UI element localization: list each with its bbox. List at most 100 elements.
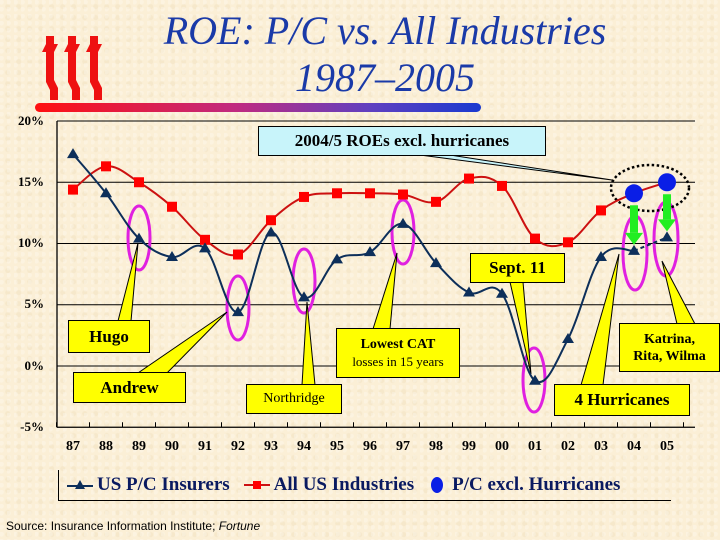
x-tick-label: 94 — [297, 439, 311, 454]
x-tick-label: 95 — [330, 439, 344, 454]
legend-item-all-industries: All US Industries — [243, 474, 415, 496]
ellipse-lowest-cat — [390, 198, 416, 266]
marker-triangle — [529, 374, 541, 385]
marker-circle-excl-hurricanes — [658, 173, 676, 192]
x-tick-label: 89 — [132, 439, 146, 454]
slide-title-line1: ROE: P/C vs. All Industries — [163, 8, 607, 53]
marker-triangle — [397, 217, 409, 228]
marker-square — [497, 180, 507, 191]
marker-triangle — [331, 253, 343, 264]
marker-square — [68, 184, 78, 195]
marker-square — [464, 173, 474, 184]
callout-andrew: Andrew — [73, 372, 186, 403]
source-publication: Fortune — [218, 519, 261, 533]
x-tick-label: 87 — [66, 439, 80, 454]
legend-label: US P/C Insurers — [97, 474, 230, 495]
marker-triangle — [67, 148, 79, 159]
y-tick-label: 5% — [24, 296, 45, 311]
x-tick-label: 96 — [363, 439, 377, 454]
marker-triangle — [298, 291, 310, 302]
marker-triangle — [100, 187, 112, 198]
callout-4-hurricanes: 4 Hurricanes — [554, 384, 690, 416]
marker-square — [530, 233, 540, 244]
down-arrow-icon — [625, 232, 643, 245]
x-tick-label: 02 — [561, 439, 575, 454]
marker-square — [101, 161, 111, 172]
pointer-katrina — [661, 260, 696, 325]
y-tick-label: 10% — [18, 235, 44, 250]
marker-square — [398, 189, 408, 200]
down-arrow-shaft — [663, 194, 671, 220]
x-tick-label: 03 — [594, 439, 608, 454]
source-note: Source: Insurance Information Institute;… — [6, 519, 260, 533]
x-tick-label: 99 — [462, 439, 476, 454]
marker-triangle — [661, 231, 673, 242]
down-arrow-icon — [658, 219, 676, 232]
marker-circle-excl-hurricanes — [625, 184, 643, 203]
x-tick-label: 04 — [627, 439, 641, 454]
x-tick-label: 93 — [264, 439, 278, 454]
marker-square — [431, 196, 441, 207]
pointer-andrew — [136, 311, 228, 374]
x-tick-label: 97 — [396, 439, 410, 454]
marker-triangle — [166, 250, 178, 261]
marker-square — [365, 188, 375, 199]
x-tick-label: 91 — [198, 439, 212, 454]
callout-northridge: Northridge — [246, 384, 342, 414]
legend-label: All US Industries — [273, 474, 415, 495]
marker-square — [233, 249, 243, 260]
marker-triangle — [133, 232, 145, 243]
callout-sept11: Sept. 11 — [470, 253, 565, 283]
line-us-pc-insurers-dashed — [633, 236, 668, 252]
legend-item-pc-insurers: US P/C Insurers — [67, 474, 230, 496]
ellipse-andrew — [225, 274, 251, 342]
marker-triangle — [199, 242, 211, 253]
legend-item-pc-excl-hurricanes: P/C excl. Hurricanes — [428, 474, 620, 496]
triangle-line-icon — [67, 480, 93, 489]
marker-square — [563, 237, 573, 248]
x-tick-label: 00 — [495, 439, 509, 454]
title-gradient-bar — [35, 103, 481, 112]
square-line-icon — [243, 481, 270, 489]
marker-triangle — [628, 244, 640, 255]
x-tick-label: 90 — [165, 439, 179, 454]
pointer-hugo — [117, 242, 139, 322]
dotted-ellipse-excl — [609, 163, 691, 213]
legend-label: P/C excl. Hurricanes — [452, 474, 621, 495]
pointer-4-hurricanes — [580, 253, 620, 386]
y-tick-label: 20% — [18, 113, 44, 128]
pointer-sept11 — [509, 281, 532, 375]
callout-excl-hurricanes: 2004/5 ROEs excl. hurricanes — [258, 126, 546, 156]
hurricane-adjustment-markers — [625, 173, 676, 245]
x-tick-label: 88 — [99, 439, 113, 454]
callout-katrina-rita-wilma: Katrina, Rita, Wilma — [619, 323, 720, 372]
callout-katrina-line1: Katrina, — [644, 331, 695, 347]
x-tick-label: 98 — [429, 439, 443, 454]
slide-title-line2: 1987–2005 — [295, 55, 475, 100]
marker-square — [200, 234, 210, 245]
x-tick-label: 01 — [528, 439, 542, 454]
marker-triangle — [496, 287, 508, 298]
marker-triangle — [430, 257, 442, 268]
y-tick-label: -5% — [20, 419, 44, 434]
pointer-excl-hurricanes — [419, 154, 613, 181]
marker-triangle — [265, 226, 277, 237]
x-tick-label: 92 — [231, 439, 245, 454]
x-tick-label: 05 — [660, 439, 674, 454]
callout-katrina-line2: Rita, Wilma — [633, 348, 706, 364]
marker-square — [332, 188, 342, 199]
y-tick-label: 15% — [18, 174, 44, 189]
down-arrow-shaft — [630, 205, 638, 233]
series-lines — [67, 148, 673, 385]
y-tick-label: 0% — [24, 358, 45, 373]
marker-square — [167, 201, 177, 212]
ellipse-hugo — [126, 204, 152, 272]
pointer-lowest-cat — [372, 252, 398, 330]
line-all-us-industries — [72, 165, 668, 257]
ellipse-northridge — [291, 247, 317, 315]
callout-lowest-cat: Lowest CAT losses in 15 years — [336, 328, 460, 378]
marker-triangle — [232, 306, 244, 317]
iii-logo-icon — [42, 36, 102, 100]
callout-hugo: Hugo — [68, 320, 150, 353]
